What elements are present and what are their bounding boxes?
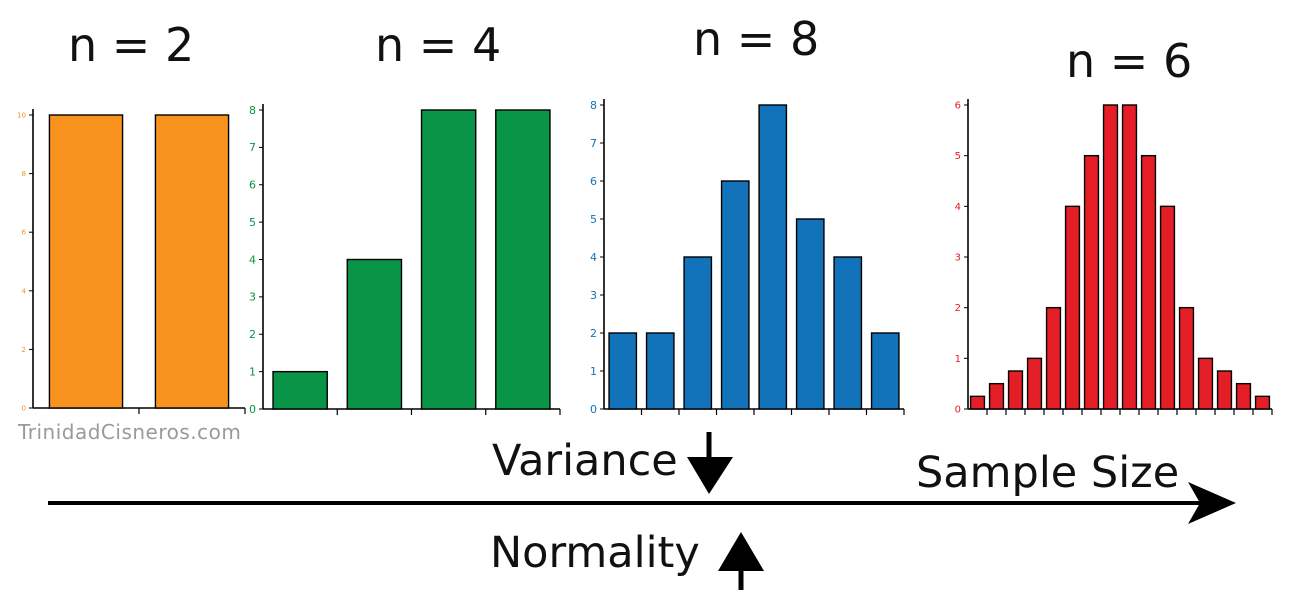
- chart-4-y-tick-label: 0: [955, 405, 961, 416]
- chart-4-bar: [1045, 306, 1062, 410]
- chart-2-y-tick-label: 5: [249, 216, 256, 229]
- chart-2-bar: [346, 258, 403, 410]
- chart-3-y-tick-label: 7: [590, 137, 597, 150]
- chart-4-y-tick-label: 2: [955, 303, 961, 314]
- chart-3-y-tick-label: 1: [590, 365, 597, 378]
- chart-3-title: n = 8: [693, 12, 820, 66]
- chart-1-title: n = 2: [68, 18, 195, 72]
- sample-size-label: Sample Size: [916, 448, 1180, 498]
- chart-4-bar: [1083, 154, 1100, 410]
- normality-label: Normality: [490, 528, 700, 578]
- chart-4-bar: [1254, 395, 1271, 410]
- chart-4-bar: [1235, 382, 1252, 410]
- chart-2-y-tick-label: 4: [249, 253, 256, 266]
- chart-1-bar: [48, 114, 124, 409]
- chart-1-y-tick-label: 2: [22, 346, 26, 354]
- variance-down-arrow-icon: [687, 457, 733, 494]
- chart-1-y-tick-label: 0: [22, 404, 26, 412]
- chart-4-y-tick-label: 4: [955, 202, 961, 213]
- chart-4-bar: [1121, 104, 1138, 410]
- chart-4-bar: [1064, 205, 1081, 410]
- chart-3-y-tick-label: 6: [590, 175, 597, 188]
- chart-1-y-tick-label: 4: [22, 287, 27, 295]
- chart-4-bar: [1026, 357, 1043, 410]
- chart-3-bar: [758, 104, 788, 410]
- chart-2-bar: [495, 109, 551, 410]
- chart-3-bar: [833, 256, 863, 410]
- chart-4-bar: [969, 395, 986, 410]
- chart-4-bar: [988, 382, 1005, 410]
- chart-1-bar: [154, 114, 230, 409]
- chart-4-bar: [1140, 154, 1157, 410]
- chart-2-y-tick-label: 7: [249, 141, 256, 154]
- chart-4-y-tick-label: 3: [955, 253, 961, 264]
- chart-4-bar: [1197, 357, 1214, 410]
- chart-4-bar: [1216, 370, 1233, 410]
- chart-3-bar: [645, 332, 675, 410]
- chart-1-y-tick-label: 10: [17, 111, 26, 119]
- chart-4-y-tick-label: 5: [955, 151, 961, 162]
- watermark: TrinidadCisneros.com: [18, 420, 242, 444]
- chart-3-y-tick-label: 3: [590, 289, 597, 302]
- chart-3-bar: [683, 256, 713, 410]
- normality-up-arrow-icon: [718, 532, 764, 571]
- chart-2-bar: [420, 109, 477, 410]
- chart-3-y-tick-label: 8: [590, 99, 597, 112]
- chart-2-y-tick-label: 2: [249, 328, 256, 341]
- chart-2-y-tick-label: 1: [249, 365, 256, 378]
- chart-4-bar: [1007, 370, 1024, 410]
- chart-3-y-tick-label: 5: [590, 213, 597, 226]
- chart-4-y-tick-label: 6: [955, 101, 961, 112]
- sample-size-arrow-head: [1188, 482, 1236, 524]
- chart-1-y-tick-label: 8: [22, 170, 26, 178]
- chart-2-y-tick-label: 6: [249, 179, 256, 192]
- chart-4-title: n = 6: [1066, 34, 1193, 88]
- chart-3-bar: [720, 180, 750, 410]
- chart-4-bar: [1178, 306, 1195, 410]
- chart-3-y-tick-label: 0: [590, 403, 597, 416]
- chart-3-y-tick-label: 2: [590, 327, 597, 340]
- chart-2-title: n = 4: [375, 18, 502, 72]
- chart-3-bar: [795, 218, 825, 410]
- chart-4-y-tick-label: 1: [955, 354, 961, 365]
- chart-2-bar: [272, 370, 328, 410]
- chart-1-y-tick-label: 6: [22, 229, 27, 237]
- chart-3-bar: [870, 332, 900, 410]
- chart-3-y-tick-label: 4: [590, 251, 597, 264]
- chart-2-y-tick-label: 0: [249, 403, 256, 416]
- chart-2-y-tick-label: 3: [249, 291, 256, 304]
- chart-4-bar: [1102, 104, 1119, 410]
- chart-4-bar: [1159, 205, 1176, 410]
- chart-2-y-tick-label: 8: [249, 104, 256, 117]
- chart-3-bar: [608, 332, 638, 410]
- variance-label: Variance: [492, 436, 678, 486]
